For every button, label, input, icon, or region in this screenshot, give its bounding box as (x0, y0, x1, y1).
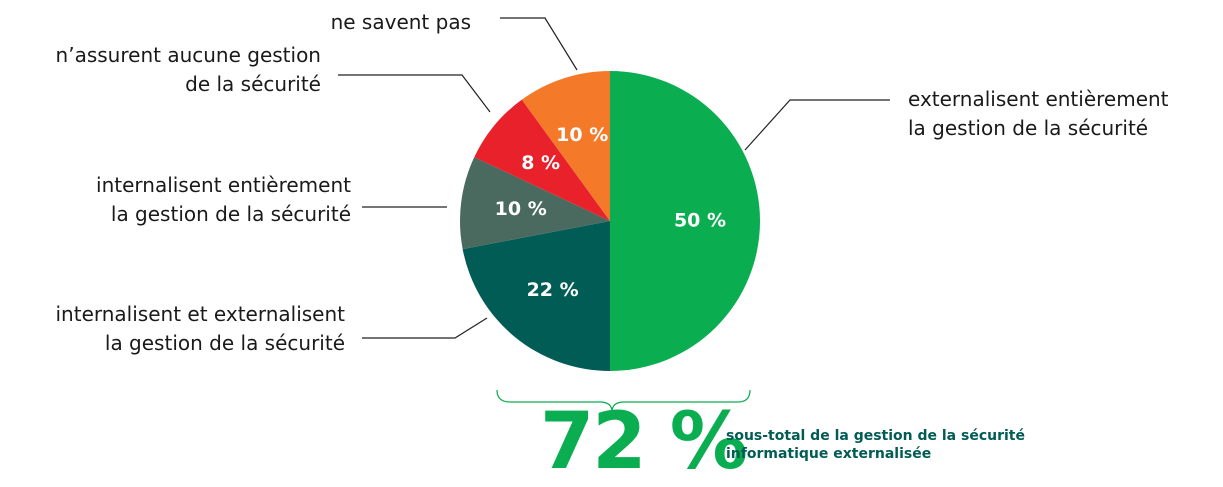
value-label: 10 % (556, 124, 608, 146)
leader-line (500, 17, 578, 71)
value-label: 50 % (674, 210, 726, 232)
leader-line (338, 74, 491, 113)
pie-slice (610, 71, 760, 371)
slice-label: ne savent pas (330, 10, 471, 34)
leader-line (744, 99, 890, 151)
brace (496, 389, 751, 413)
value-label: 8 % (521, 152, 560, 174)
pie-slice (462, 221, 610, 371)
value-label: 10 % (495, 198, 547, 220)
slice-label: externalisent entièrement la gestion de … (908, 87, 1169, 140)
slice-label: n’assurent aucune gestion de la sécurité (55, 43, 321, 96)
subtotal-value: 72 % (540, 397, 748, 487)
page: 50 % 22 % 10 % 8 % 10 % externalisent entièr… (55, 10, 1169, 482)
chart: 50 % 22 % 10 % 8 % 10 % (338, 17, 890, 413)
pie-slice (460, 157, 610, 250)
slice-label: internalisent et externalisent la gestio… (55, 302, 346, 355)
pie-slice (474, 99, 610, 221)
value-label: 22 % (527, 279, 579, 301)
pie-slice (521, 71, 610, 221)
slice-label: internalisent entièrement la gestion de … (96, 173, 351, 226)
subtotal-text: sous-total de la gestion de la sécurité … (726, 428, 1025, 462)
leader-line (362, 317, 488, 339)
